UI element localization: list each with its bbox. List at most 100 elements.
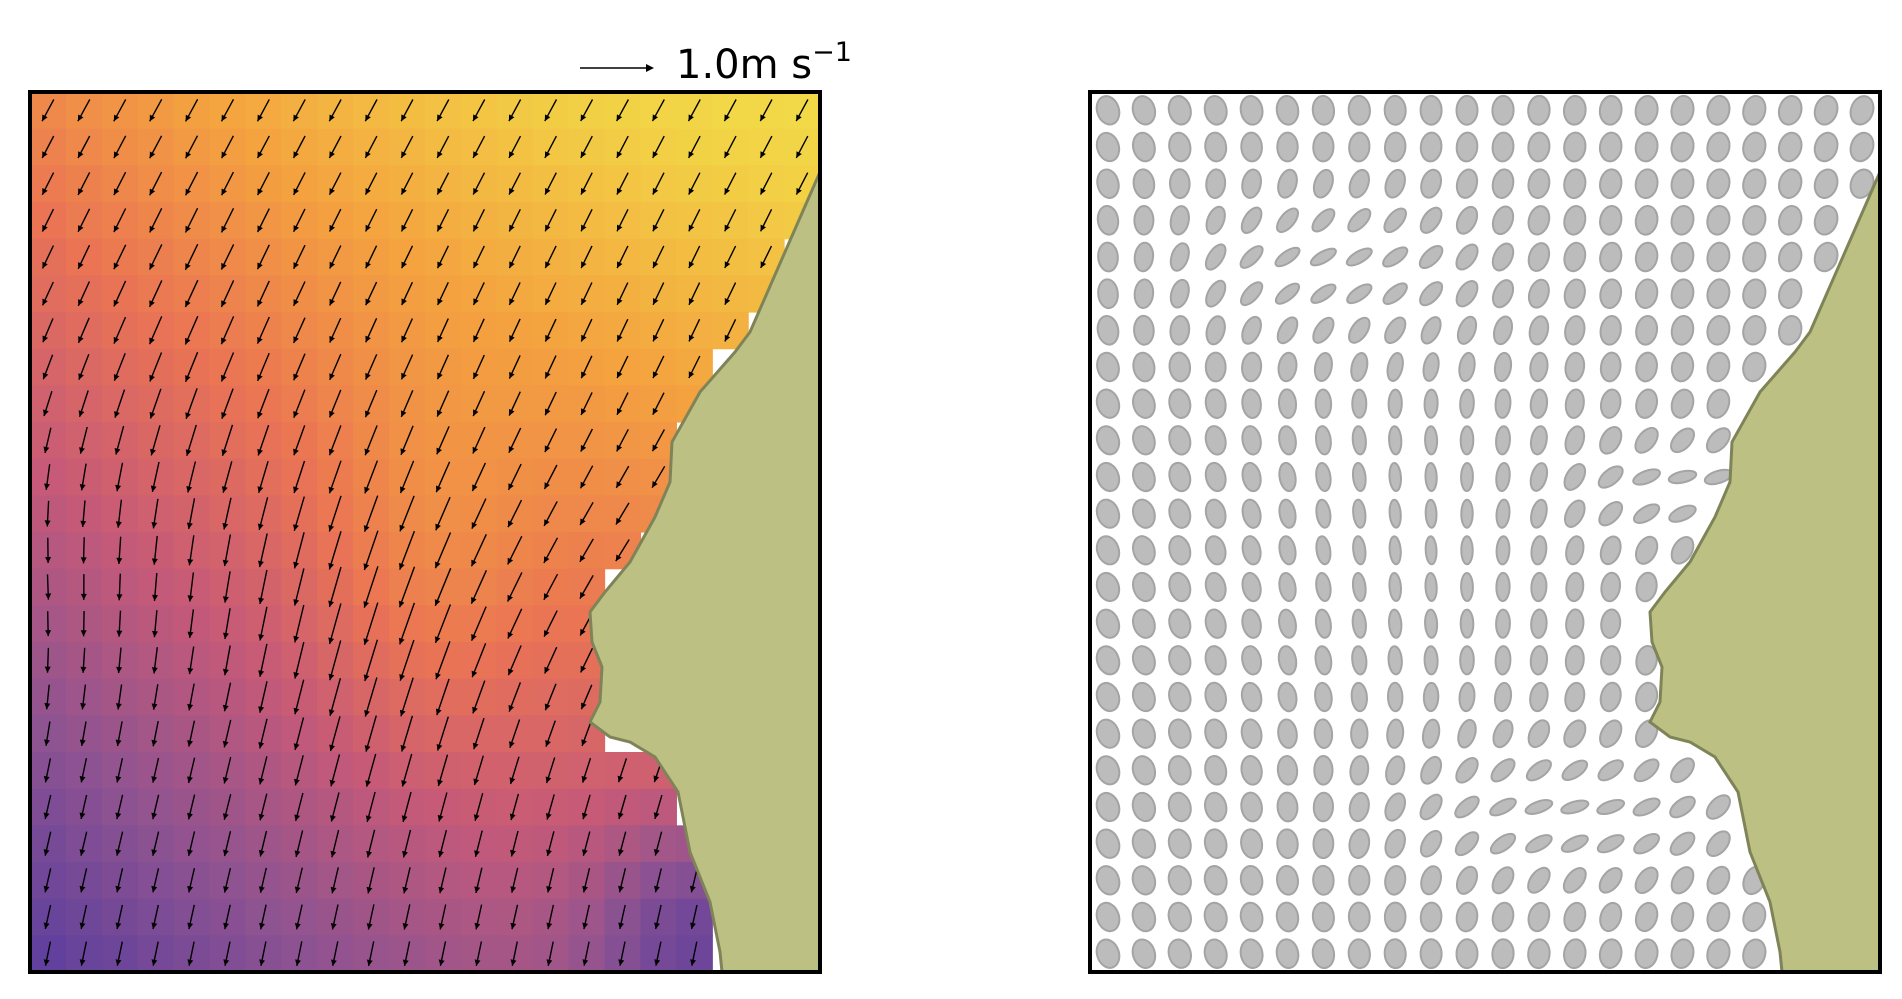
velocity-arrow-head xyxy=(293,743,300,750)
velocity-arrow xyxy=(294,904,303,930)
strain-ellipse xyxy=(1204,243,1227,271)
strain-ellipse xyxy=(1634,866,1659,895)
strain-ellipse xyxy=(1132,388,1156,419)
velocity-arrow xyxy=(222,571,231,603)
velocity-arrow-head xyxy=(113,114,120,122)
strain-ellipse xyxy=(1351,645,1368,676)
velocity-arrow-head xyxy=(652,224,659,232)
velocity-arrow-head xyxy=(293,299,299,306)
strain-ellipse xyxy=(1492,315,1514,346)
strain-ellipse xyxy=(1527,938,1551,970)
velocity-arrow-head xyxy=(42,114,48,122)
velocity-arrow-head xyxy=(293,707,300,715)
velocity-arrow xyxy=(724,282,737,306)
strain-ellipse xyxy=(1167,828,1192,859)
velocity-arrow xyxy=(544,428,558,453)
velocity-arrow-head xyxy=(473,224,479,232)
strain-ellipse xyxy=(1095,425,1121,456)
velocity-arrow-head xyxy=(760,187,766,195)
velocity-arrow xyxy=(366,941,375,967)
velocity-arrow-head xyxy=(116,630,123,637)
strain-ellipse xyxy=(1096,351,1120,383)
strain-ellipse xyxy=(1169,278,1190,309)
strain-ellipse xyxy=(1670,427,1695,454)
velocity-arrow xyxy=(187,868,196,893)
velocity-arrow-shaft xyxy=(329,678,342,716)
strain-ellipse xyxy=(1419,793,1443,821)
velocity-arrow xyxy=(506,572,523,602)
velocity-arrow-head xyxy=(401,335,407,343)
strain-ellipse xyxy=(1095,865,1121,896)
strain-ellipse xyxy=(1456,315,1478,345)
velocity-arrow xyxy=(259,941,267,966)
velocity-arrow-shaft xyxy=(399,495,415,532)
velocity-arrow xyxy=(544,99,558,122)
strain-ellipse xyxy=(1492,719,1514,749)
velocity-arrow-head xyxy=(688,114,694,122)
strain-ellipse xyxy=(1239,865,1264,896)
strain-ellipse xyxy=(1422,352,1440,382)
velocity-arrow-head xyxy=(78,262,84,269)
velocity-arrow-head xyxy=(544,151,551,158)
velocity-arrow-head xyxy=(44,520,51,527)
velocity-arrow-head xyxy=(221,486,228,493)
velocity-arrow xyxy=(472,245,485,269)
strain-ellipse xyxy=(1670,901,1695,933)
velocity-arrow-head xyxy=(294,850,301,857)
velocity-arrow-head xyxy=(473,187,479,195)
strain-ellipse xyxy=(1277,168,1298,199)
velocity-arrow-head xyxy=(294,814,301,821)
strain-ellipse xyxy=(1491,901,1515,933)
strain-ellipse xyxy=(1422,681,1440,713)
velocity-arrow xyxy=(546,831,555,857)
velocity-arrow-head xyxy=(365,335,371,343)
velocity-arrow-head xyxy=(472,706,478,714)
velocity-arrow-head xyxy=(617,371,623,379)
velocity-arrow-head xyxy=(438,959,445,966)
velocity-arrow xyxy=(77,281,91,307)
strain-ellipse xyxy=(1528,315,1550,346)
velocity-arrow xyxy=(473,793,484,821)
velocity-arrow-shaft xyxy=(328,566,342,608)
velocity-arrow xyxy=(187,683,195,711)
velocity-arrow-head xyxy=(222,523,229,530)
strain-ellipse xyxy=(1670,315,1695,346)
velocity-arrow xyxy=(472,282,485,306)
velocity-arrow xyxy=(472,426,486,454)
velocity-arrow-head xyxy=(329,335,335,343)
strain-ellipse xyxy=(1706,830,1731,857)
velocity-arrow-head xyxy=(582,959,589,966)
strain-ellipse xyxy=(1314,681,1333,713)
velocity-arrow-head xyxy=(653,775,660,783)
strain-ellipse xyxy=(1778,278,1803,309)
strain-ellipse xyxy=(1277,388,1298,419)
strain-ellipse xyxy=(1564,681,1586,713)
strain-ellipse xyxy=(1314,388,1333,419)
velocity-arrow xyxy=(44,464,51,490)
velocity-arrow-head xyxy=(690,922,696,929)
strain-ellipse xyxy=(1095,95,1121,126)
velocity-arrow-head xyxy=(79,885,86,893)
velocity-arrow-head xyxy=(472,446,479,454)
velocity-arrow xyxy=(114,389,126,418)
strain-ellipse xyxy=(1635,681,1659,713)
velocity-arrow xyxy=(187,831,196,857)
velocity-arrow-shaft xyxy=(294,641,305,679)
velocity-arrow-head xyxy=(223,632,229,639)
strain-ellipse xyxy=(1278,571,1297,603)
strain-ellipse xyxy=(1387,388,1403,419)
strain-ellipse xyxy=(1634,168,1659,200)
velocity-arrow-head xyxy=(116,666,123,674)
velocity-arrow xyxy=(293,460,306,494)
velocity-arrow xyxy=(42,354,54,380)
strain-ellipse xyxy=(1670,205,1695,236)
velocity-arrow xyxy=(256,135,270,159)
velocity-arrow xyxy=(79,721,87,747)
velocity-arrow xyxy=(434,604,452,644)
strain-ellipse xyxy=(1131,571,1156,603)
velocity-arrow xyxy=(293,389,306,418)
velocity-arrow-shaft xyxy=(434,567,452,607)
velocity-arrow xyxy=(184,279,199,308)
velocity-arrow xyxy=(149,135,163,159)
strain-ellipse xyxy=(1563,938,1587,970)
